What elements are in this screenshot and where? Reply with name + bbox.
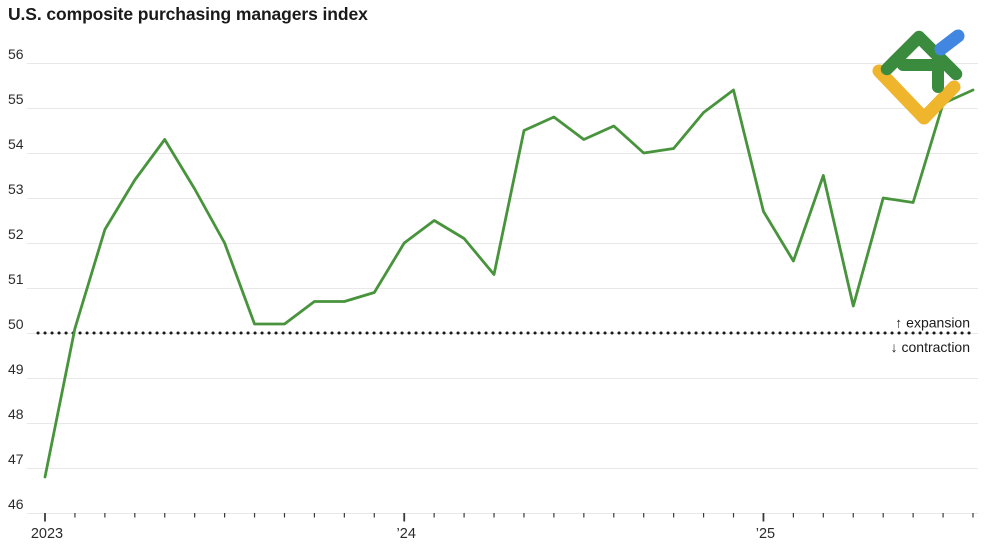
x-axis-label: ’24 bbox=[397, 526, 416, 542]
y-axis-label: 47 bbox=[8, 451, 24, 467]
litefinance-logo-icon bbox=[872, 29, 965, 125]
y-axis-label: 49 bbox=[8, 361, 24, 377]
expansion-label: ↑ expansion bbox=[895, 315, 970, 331]
logo-yellow-check bbox=[872, 64, 961, 125]
y-axis-label: 48 bbox=[8, 406, 24, 422]
y-axis-label: 55 bbox=[8, 91, 24, 107]
chart-title: U.S. composite purchasing managers index bbox=[8, 4, 368, 24]
logo-blue-accent bbox=[934, 29, 965, 56]
y-axis-label: 52 bbox=[8, 226, 24, 242]
y-axis-label: 50 bbox=[8, 316, 24, 332]
y-axis-label: 46 bbox=[8, 496, 24, 512]
y-axis-label: 56 bbox=[8, 46, 24, 62]
y-axis-label: 53 bbox=[8, 181, 24, 197]
contraction-label: ↓ contraction bbox=[891, 339, 970, 355]
x-axis-label: 2023 bbox=[31, 526, 63, 542]
y-axis-label: 51 bbox=[8, 271, 24, 287]
x-axis-label: ’25 bbox=[756, 526, 775, 542]
pmi-line bbox=[43, 88, 975, 479]
y-axis-label: 54 bbox=[8, 136, 24, 152]
logo-green-bar bbox=[897, 59, 944, 93]
logo-green-chevron bbox=[880, 30, 963, 81]
